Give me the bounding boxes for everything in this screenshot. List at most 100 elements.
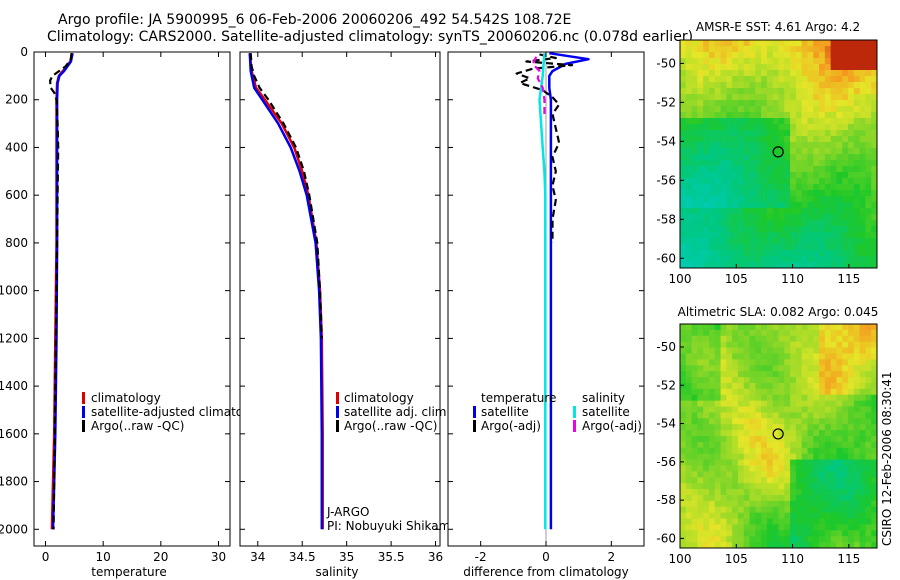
map-y-tick-label: -54 bbox=[656, 134, 676, 148]
heatmap-cell bbox=[743, 394, 751, 402]
heatmap-cell bbox=[755, 232, 762, 239]
heatmap-cell bbox=[708, 202, 716, 209]
heatmap-cell bbox=[842, 124, 849, 131]
heatmap-cell bbox=[714, 418, 722, 425]
heatmap-cell bbox=[790, 184, 797, 191]
heatmap-cell bbox=[708, 244, 716, 251]
heatmap-cell bbox=[795, 465, 803, 472]
heatmap-cell bbox=[691, 447, 698, 455]
heatmap-cell bbox=[703, 184, 710, 191]
heatmap-cell bbox=[836, 214, 843, 221]
heatmap-cell bbox=[807, 82, 814, 89]
legend-label-argo: Argo(..raw -QC) bbox=[91, 419, 184, 433]
heatmap-cell bbox=[761, 202, 768, 209]
heatmap-cell bbox=[807, 262, 814, 268]
heatmap-cell bbox=[807, 536, 814, 543]
heatmap-cell bbox=[830, 394, 838, 402]
heatmap-cell bbox=[790, 459, 797, 467]
heatmap-cell bbox=[708, 436, 716, 443]
heatmap-cell bbox=[697, 214, 704, 221]
heatmap-cell bbox=[790, 112, 797, 119]
heatmap-cell bbox=[703, 494, 710, 502]
heatmap-cell bbox=[784, 70, 791, 77]
heatmap-cell bbox=[778, 112, 785, 119]
heatmap-cell bbox=[685, 518, 693, 526]
heatmap-cell bbox=[691, 359, 698, 366]
heatmap-cell bbox=[680, 40, 687, 47]
heatmap-cell bbox=[680, 184, 687, 191]
heatmap-cell bbox=[819, 424, 826, 431]
heatmap-cell bbox=[732, 142, 739, 149]
heatmap-cell bbox=[795, 371, 803, 378]
heatmap-cell bbox=[784, 483, 791, 490]
heatmap-cell bbox=[853, 424, 861, 431]
heatmap-cell bbox=[743, 244, 751, 251]
heatmap-cell bbox=[813, 512, 820, 520]
heatmap-cell bbox=[859, 172, 867, 179]
heatmap-cell bbox=[778, 506, 785, 514]
heatmap-cell bbox=[749, 518, 756, 526]
heatmap-cell bbox=[853, 489, 861, 496]
heatmap-cell bbox=[703, 335, 710, 343]
heatmap-cell bbox=[755, 424, 762, 431]
heatmap-cell bbox=[848, 329, 855, 337]
heatmap-cell bbox=[697, 441, 704, 449]
heatmap-cell bbox=[755, 244, 762, 251]
heatmap-cell bbox=[795, 196, 803, 203]
heatmap-cell bbox=[714, 136, 722, 143]
heatmap-cell bbox=[865, 430, 872, 437]
heatmap-cell bbox=[772, 530, 780, 537]
heatmap-cell bbox=[708, 530, 716, 537]
heatmap-cell bbox=[703, 400, 710, 408]
heatmap-cell bbox=[790, 178, 797, 185]
heatmap-cell bbox=[703, 52, 710, 59]
heatmap-cell bbox=[737, 536, 745, 543]
heatmap-cell bbox=[790, 418, 797, 425]
heatmap-cell bbox=[842, 196, 849, 203]
heatmap-cell bbox=[819, 453, 826, 461]
heatmap-cell bbox=[749, 214, 756, 221]
heatmap-cell bbox=[842, 418, 849, 425]
heatmap-cell bbox=[801, 46, 809, 53]
map-x-tick-label: 115 bbox=[837, 272, 860, 286]
heatmap-cell bbox=[720, 238, 727, 245]
heatmap-cell bbox=[749, 112, 756, 119]
heatmap-cell bbox=[755, 500, 762, 508]
heatmap-cell bbox=[871, 166, 877, 173]
heatmap-cell bbox=[680, 424, 687, 431]
heatmap-cell bbox=[819, 430, 826, 437]
heatmap-cell bbox=[819, 518, 826, 526]
heatmap-cell bbox=[766, 441, 774, 449]
heatmap-cell bbox=[691, 220, 698, 227]
heatmap-cell bbox=[848, 130, 855, 137]
heatmap-cell bbox=[790, 232, 797, 239]
heatmap-cell bbox=[778, 64, 785, 71]
heatmap-cell bbox=[819, 124, 826, 131]
heatmap-cell bbox=[714, 500, 722, 508]
heatmap-cell bbox=[871, 424, 877, 431]
heatmap-cell bbox=[737, 112, 745, 119]
heatmap-cell bbox=[807, 118, 814, 125]
heatmap-cell bbox=[691, 178, 698, 185]
map-y-tick-label: -52 bbox=[656, 378, 676, 392]
heatmap-cell bbox=[784, 202, 791, 209]
heatmap-cell bbox=[795, 232, 803, 239]
heatmap-cell bbox=[714, 40, 722, 47]
heatmap-cell bbox=[790, 512, 797, 520]
heatmap-cell bbox=[761, 58, 768, 65]
heatmap-cell bbox=[801, 202, 809, 209]
heatmap-cell bbox=[691, 154, 698, 161]
heatmap-cell bbox=[778, 94, 785, 101]
heatmap-cell bbox=[749, 262, 756, 268]
heatmap-cell bbox=[737, 329, 745, 337]
heatmap-cell bbox=[813, 70, 820, 77]
heatmap-cell bbox=[697, 208, 704, 215]
heatmap-cell bbox=[807, 412, 814, 419]
heatmap-cell bbox=[830, 118, 838, 125]
heatmap-cell bbox=[732, 506, 739, 514]
heatmap-cell bbox=[720, 94, 727, 101]
heatmap-cell bbox=[714, 341, 722, 349]
heatmap-cell bbox=[708, 130, 716, 137]
heatmap-cell bbox=[819, 447, 826, 455]
heatmap-cell bbox=[680, 88, 687, 95]
